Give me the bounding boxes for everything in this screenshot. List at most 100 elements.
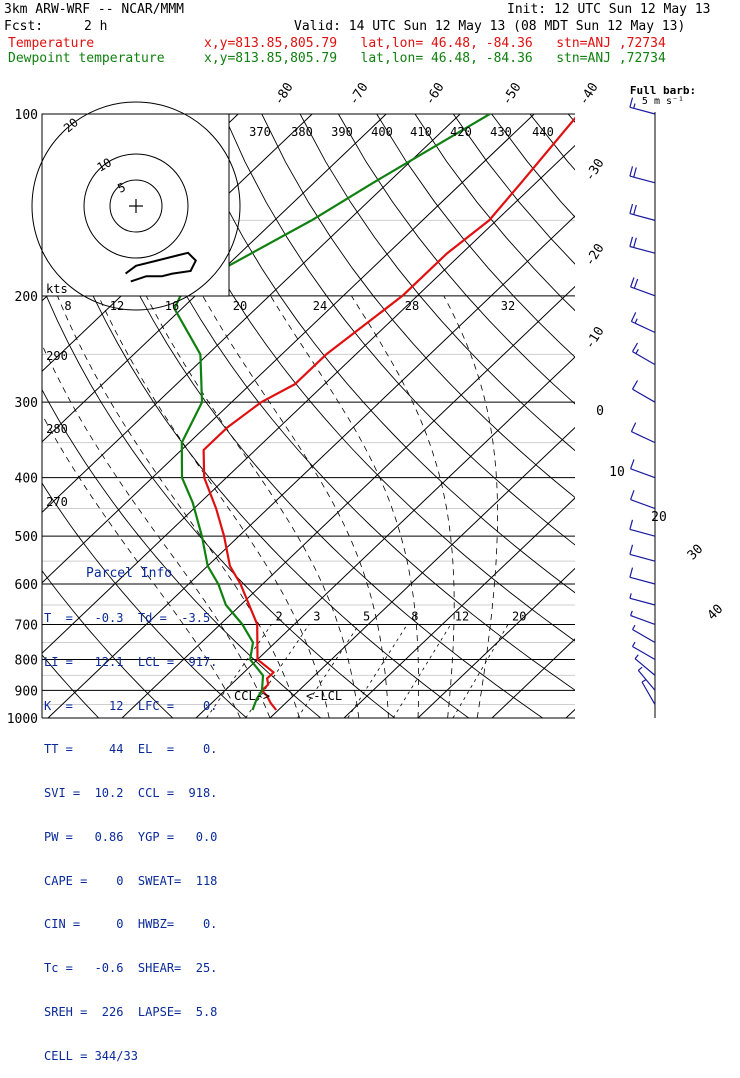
parcel-row-cell: CELL = 344/33 [44, 1049, 230, 1064]
wind-speed-scale-label: 16 [165, 299, 179, 313]
dry-adiabat-line [568, 114, 740, 718]
pressure-tick-label: 200 [15, 290, 38, 305]
theta-label: 410 [410, 125, 432, 139]
wind-barb-flag [634, 238, 637, 248]
mixing-ratio-label: 12 [455, 609, 469, 623]
wind-barb-shaft [630, 598, 655, 605]
isotherm-label: -40 [576, 80, 601, 108]
wind-barb-flag [630, 520, 633, 530]
pressure-tick-label: 100 [15, 108, 38, 123]
dry-adiabat-line [224, 114, 740, 718]
dry-adiabat-line [415, 114, 740, 718]
parcel-row-pw: PW = 0.86 YGP = 0.0 [44, 830, 230, 845]
isotherm-label: -10 [582, 324, 607, 352]
wind-barb-flag [630, 166, 633, 176]
wind-barb-half-flag [638, 667, 642, 670]
wind-barb-flag [631, 459, 634, 468]
wind-units-label: kts [46, 282, 68, 296]
dry-adiabat-line [607, 114, 740, 718]
parcel-row-cin: CIN = 0 HWBZ= 0. [44, 917, 230, 932]
pressure-tick-label: 1000 [7, 712, 38, 727]
wind-speed-scale-label: 24 [313, 299, 327, 313]
isotherm-label: 40 [705, 602, 727, 624]
wind-barb-flag [630, 204, 633, 214]
mixing-ratio-label: 5 [363, 609, 370, 623]
wind-barb-shaft [631, 322, 655, 333]
mixing-ratio-line [298, 624, 359, 718]
mixing-ratio-label: 20 [512, 609, 526, 623]
wind-barb-flag [633, 381, 638, 390]
wind-barb-flag [633, 343, 638, 352]
moist-adiabat-line [444, 296, 498, 718]
isotherm-line [418, 114, 740, 718]
wind-barb-shaft [631, 469, 655, 478]
wind-speed-scale-label: 32 [501, 299, 515, 313]
wind-barb-half-flag [631, 611, 633, 616]
theta-label: 420 [450, 125, 472, 139]
dry-adiabat-line [492, 114, 740, 718]
theta-label: 380 [291, 125, 313, 139]
isotherm-label: -60 [422, 80, 447, 108]
wind-barb-flag [630, 545, 633, 555]
wind-barb-shaft [633, 630, 656, 643]
pressure-tick-label: 300 [15, 396, 38, 411]
parcel-row-sreh: SREH = 226 LAPSE= 5.8 [44, 1005, 230, 1020]
wind-barb-half-flag [635, 319, 637, 324]
wind-barb-shaft [631, 616, 655, 625]
dry-adiabat-line [683, 114, 740, 718]
wind-barb-flag [630, 568, 633, 578]
isotherm-line [492, 114, 740, 718]
parcel-row-temp: T = -0.3 Td = -3.5 [44, 611, 230, 626]
isotherm-label: -30 [582, 156, 607, 184]
moist-adiabat-line [203, 296, 389, 718]
pressure-tick-label: 500 [15, 530, 38, 545]
wind-barb-shaft [631, 432, 655, 443]
parcel-row-k: K = 12 LFC = 0. [44, 699, 230, 714]
wind-barb-flag [634, 205, 637, 215]
isotherm-label: 20 [651, 510, 667, 525]
theta-label: 370 [249, 125, 271, 139]
mixing-ratio-label: 2 [276, 609, 283, 623]
isotherm-label: 0 [596, 404, 604, 419]
wind-barb-flag [631, 490, 634, 499]
isotherm-label: 10 [609, 465, 625, 480]
isotherm-label: -20 [582, 241, 607, 269]
isotherm-line [566, 114, 740, 718]
isotherm-line [270, 114, 740, 718]
wind-speed-scale-label: 8 [64, 299, 71, 313]
wind-speed-scale-label: 20 [233, 299, 247, 313]
parcel-row-li: LI = 12.1 LCL = 917. [44, 655, 230, 670]
dry-adiabat-line [300, 114, 740, 718]
dry-adiabat-line [530, 114, 740, 718]
dry-adiabat-line [338, 114, 740, 718]
wind-barb-shaft [635, 659, 655, 676]
isotherm-line [714, 114, 740, 718]
theta-label: 390 [331, 125, 353, 139]
theta-label: 430 [490, 125, 512, 139]
mixing-ratio-label: 8 [411, 609, 418, 623]
mixing-ratio-line [393, 624, 451, 718]
wind-barb-flag [634, 168, 637, 178]
wind-barb-half-flag [642, 680, 646, 683]
wind-barb-shaft [630, 554, 655, 561]
pressure-tick-label: 900 [15, 684, 38, 699]
wind-barb-flag [631, 312, 635, 321]
pressure-tick-label: 800 [15, 653, 38, 668]
wind-barb-half-flag [633, 642, 636, 646]
wind-barb-half-flag [630, 593, 631, 598]
pressure-tick-label: 400 [15, 472, 38, 487]
wind-speed-scale-label: 12 [110, 299, 124, 313]
parcel-row-cape: CAPE = 0 SWEAT= 118 [44, 874, 230, 889]
wind-barb-shaft [642, 682, 655, 705]
isotherm-label: 30 [685, 542, 707, 564]
theta-label: 280 [46, 422, 68, 436]
theta-label: 400 [371, 125, 393, 139]
wind-barb-flag [631, 423, 635, 432]
wind-speed-scale-label: 28 [405, 299, 419, 313]
theta-label: 290 [46, 349, 68, 363]
parcel-info-title: Parcel Info [44, 567, 230, 582]
dry-adiabat-line [377, 114, 740, 718]
lcl-marker-label: <-LCL [306, 689, 342, 703]
wind-barb-shaft [630, 529, 655, 536]
theta-label: 440 [532, 125, 554, 139]
